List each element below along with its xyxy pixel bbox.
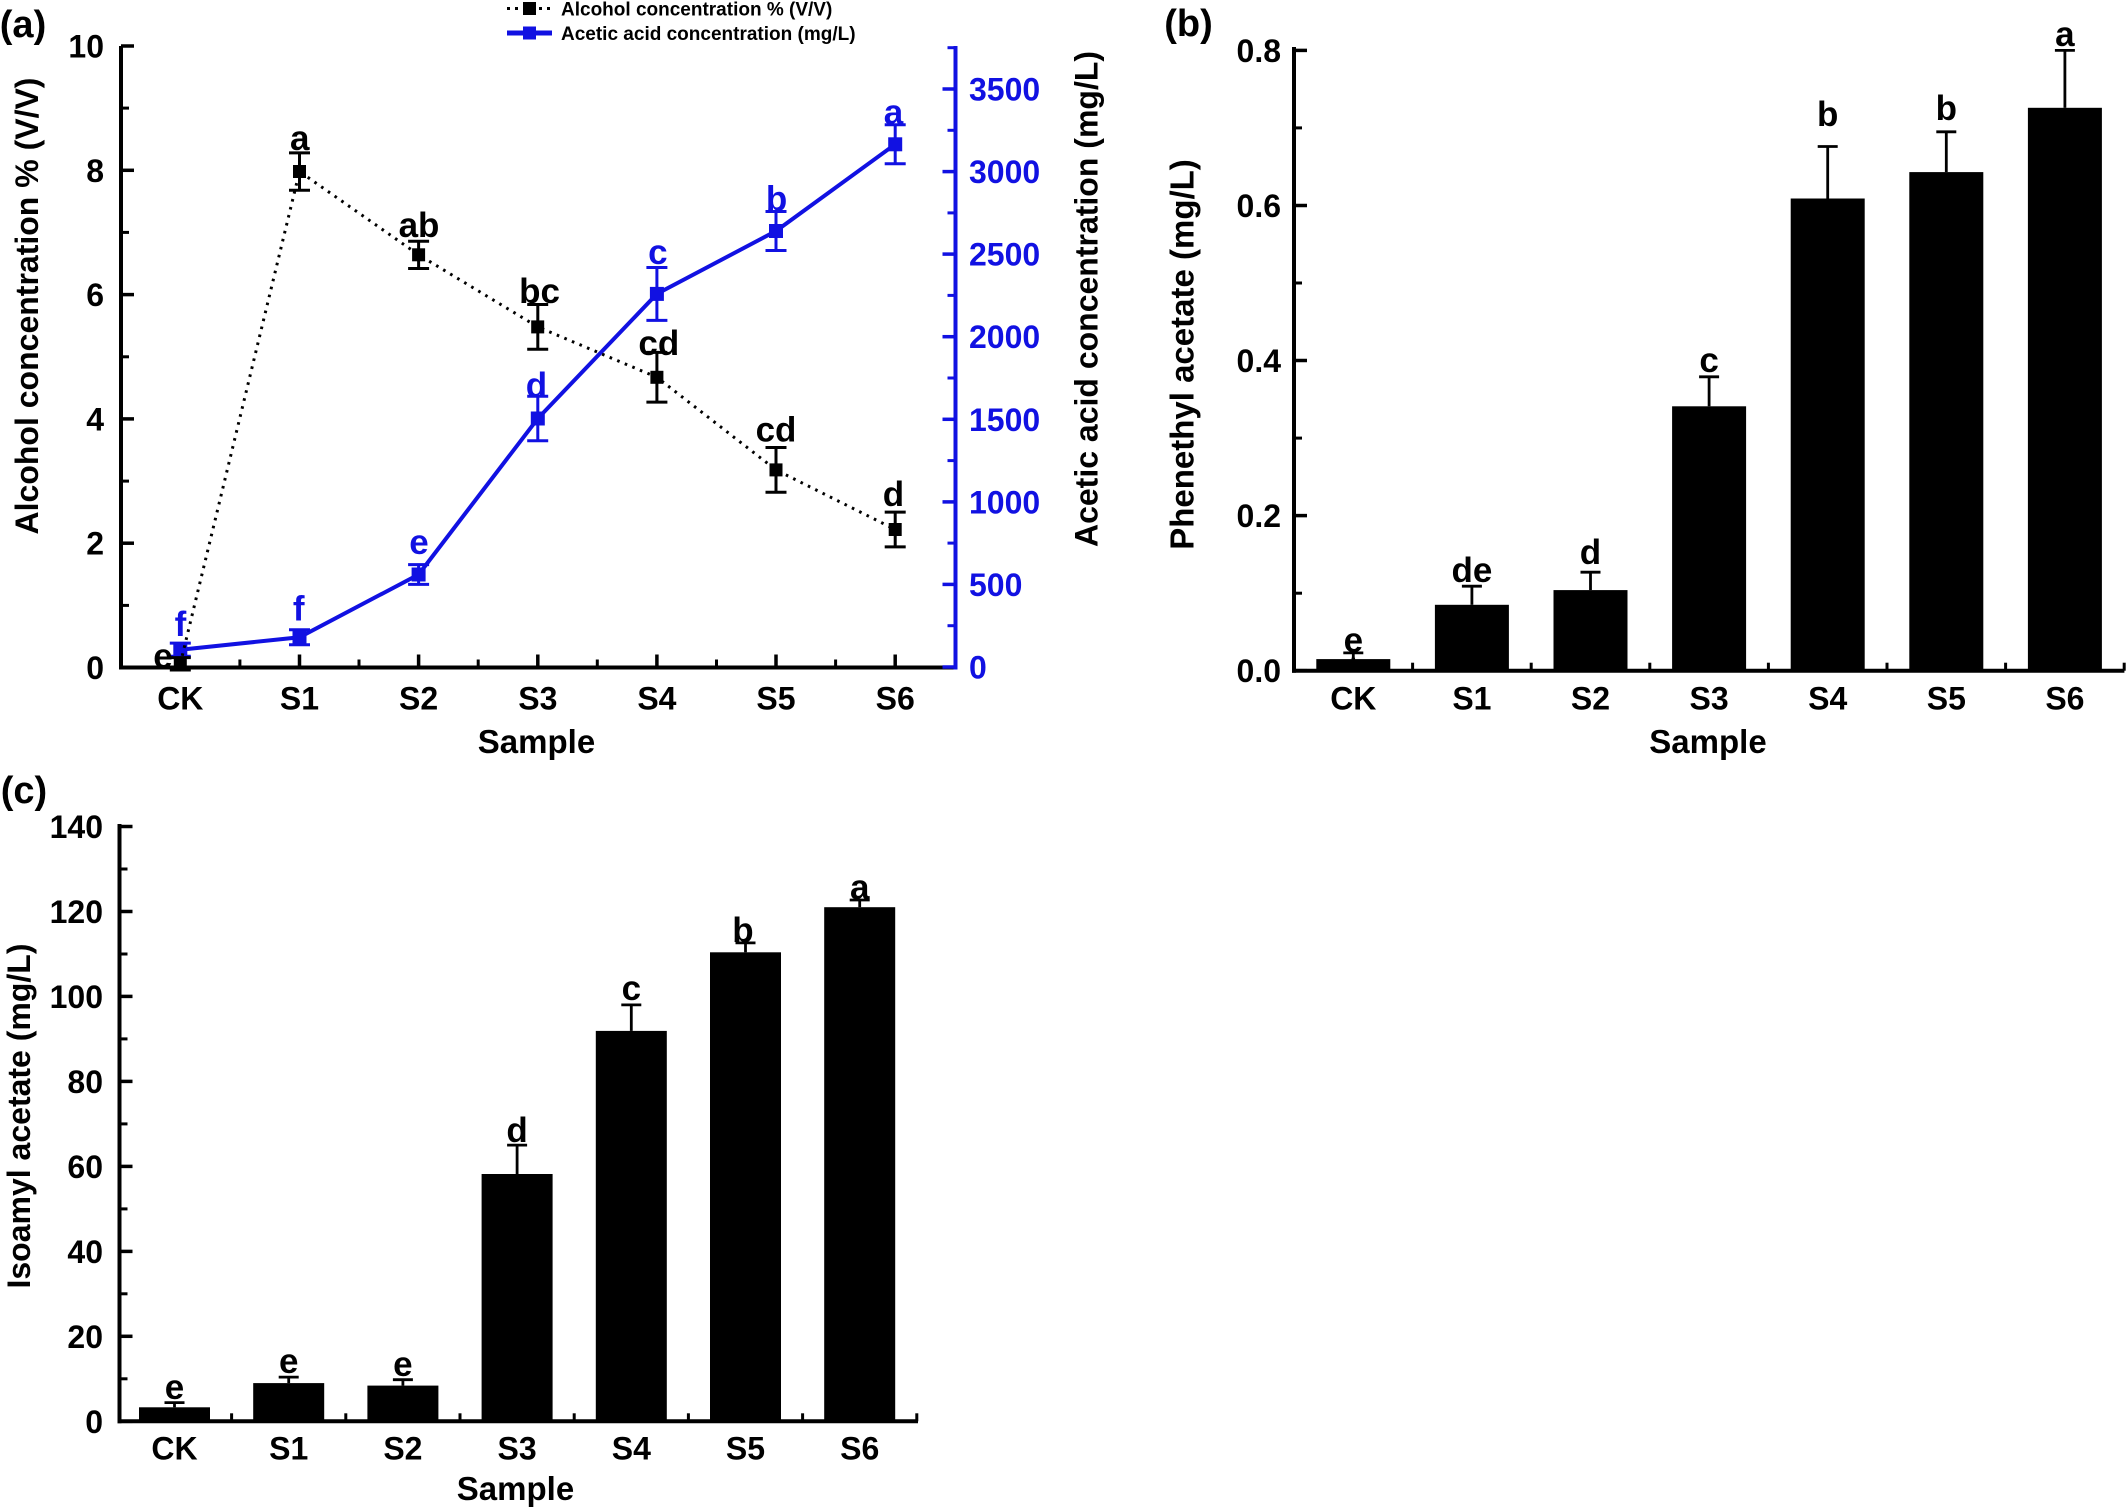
svg-text:S3: S3 [1690, 681, 1729, 717]
svg-text:f: f [175, 605, 187, 644]
svg-text:d: d [883, 475, 904, 514]
svg-text:S3: S3 [498, 1431, 537, 1467]
svg-text:S2: S2 [1571, 681, 1610, 717]
svg-text:cd: cd [756, 411, 797, 450]
svg-text:0.0: 0.0 [1237, 653, 1281, 689]
svg-text:500: 500 [969, 567, 1022, 603]
svg-text:1500: 1500 [969, 402, 1040, 438]
svg-text:e: e [279, 1342, 298, 1381]
svg-text:40: 40 [67, 1234, 103, 1270]
svg-text:S6: S6 [840, 1431, 879, 1467]
svg-text:S1: S1 [269, 1431, 308, 1467]
svg-text:0.8: 0.8 [1237, 33, 1281, 69]
svg-text:a: a [290, 119, 310, 158]
svg-text:Sample: Sample [457, 1470, 574, 1507]
svg-text:c: c [1699, 341, 1718, 380]
svg-text:S3: S3 [518, 681, 557, 717]
svg-text:S5: S5 [1927, 681, 1966, 717]
svg-text:b: b [732, 911, 753, 950]
svg-text:Acetic acid concentration (mg/: Acetic acid concentration (mg/L) [1069, 51, 1105, 547]
svg-text:140: 140 [50, 809, 103, 845]
svg-text:Acetic acid concentration (mg/: Acetic acid concentration (mg/L) [561, 24, 856, 45]
svg-text:S6: S6 [876, 681, 915, 717]
svg-text:(c): (c) [1, 770, 47, 812]
svg-text:120: 120 [50, 894, 103, 930]
svg-text:3500: 3500 [969, 72, 1040, 108]
svg-text:3000: 3000 [969, 154, 1040, 190]
svg-text:S5: S5 [756, 681, 795, 717]
svg-text:S4: S4 [612, 1431, 651, 1467]
svg-text:e: e [409, 523, 428, 562]
svg-text:2000: 2000 [969, 319, 1040, 355]
svg-text:8: 8 [86, 153, 104, 189]
svg-text:0.6: 0.6 [1237, 188, 1281, 224]
svg-text:cd: cd [638, 324, 679, 363]
svg-text:0: 0 [86, 650, 104, 686]
svg-text:CK: CK [151, 1431, 197, 1467]
svg-text:e: e [393, 1345, 412, 1384]
svg-text:CK: CK [1330, 681, 1376, 717]
svg-text:10: 10 [68, 29, 104, 65]
svg-text:Alcohol concentration % (V/V): Alcohol concentration % (V/V) [561, 0, 832, 21]
svg-text:de: de [1451, 551, 1492, 590]
svg-text:ab: ab [399, 206, 440, 245]
svg-text:S2: S2 [399, 681, 438, 717]
svg-text:60: 60 [67, 1149, 103, 1185]
svg-text:b: b [1817, 95, 1838, 134]
svg-text:2500: 2500 [969, 237, 1040, 273]
svg-text:S4: S4 [637, 681, 676, 717]
svg-text:1000: 1000 [969, 484, 1040, 520]
svg-text:e: e [1344, 621, 1363, 660]
svg-text:S1: S1 [280, 681, 319, 717]
svg-text:d: d [526, 366, 547, 405]
svg-text:(a): (a) [0, 4, 46, 46]
svg-text:80: 80 [67, 1064, 103, 1100]
svg-text:Alcohol concentration % (V/V): Alcohol concentration % (V/V) [9, 78, 45, 535]
svg-text:a: a [850, 868, 870, 907]
svg-text:S5: S5 [726, 1431, 765, 1467]
svg-text:a: a [2055, 15, 2075, 54]
svg-text:b: b [766, 179, 787, 218]
svg-text:0: 0 [85, 1404, 103, 1440]
svg-text:Isoamyl acetate (mg/L): Isoamyl acetate (mg/L) [1, 944, 37, 1289]
svg-text:Phenethyl acetate (mg/L): Phenethyl acetate (mg/L) [1164, 159, 1201, 550]
svg-text:S2: S2 [383, 1431, 422, 1467]
svg-text:Sample: Sample [1649, 723, 1766, 760]
svg-text:c: c [648, 233, 667, 272]
svg-text:a: a [884, 93, 904, 132]
svg-text:4: 4 [86, 401, 104, 437]
svg-text:0.4: 0.4 [1237, 343, 1282, 379]
svg-text:d: d [506, 1111, 527, 1150]
svg-text:c: c [622, 969, 641, 1008]
svg-text:0: 0 [969, 650, 987, 686]
svg-text:0.2: 0.2 [1237, 498, 1281, 534]
svg-text:(b): (b) [1164, 3, 1213, 45]
svg-text:S1: S1 [1452, 681, 1491, 717]
svg-text:b: b [1936, 89, 1957, 128]
svg-text:S4: S4 [1808, 681, 1847, 717]
svg-text:bc: bc [519, 272, 560, 311]
svg-text:2: 2 [86, 526, 104, 562]
svg-text:e: e [165, 1368, 184, 1407]
svg-text:S6: S6 [2045, 681, 2084, 717]
svg-text:d: d [1580, 533, 1601, 572]
svg-text:Sample: Sample [478, 723, 595, 760]
svg-text:f: f [293, 590, 305, 629]
svg-text:6: 6 [86, 277, 104, 313]
svg-text:20: 20 [67, 1319, 103, 1355]
svg-text:CK: CK [157, 681, 203, 717]
svg-text:100: 100 [50, 979, 103, 1015]
svg-text:e: e [153, 637, 172, 676]
